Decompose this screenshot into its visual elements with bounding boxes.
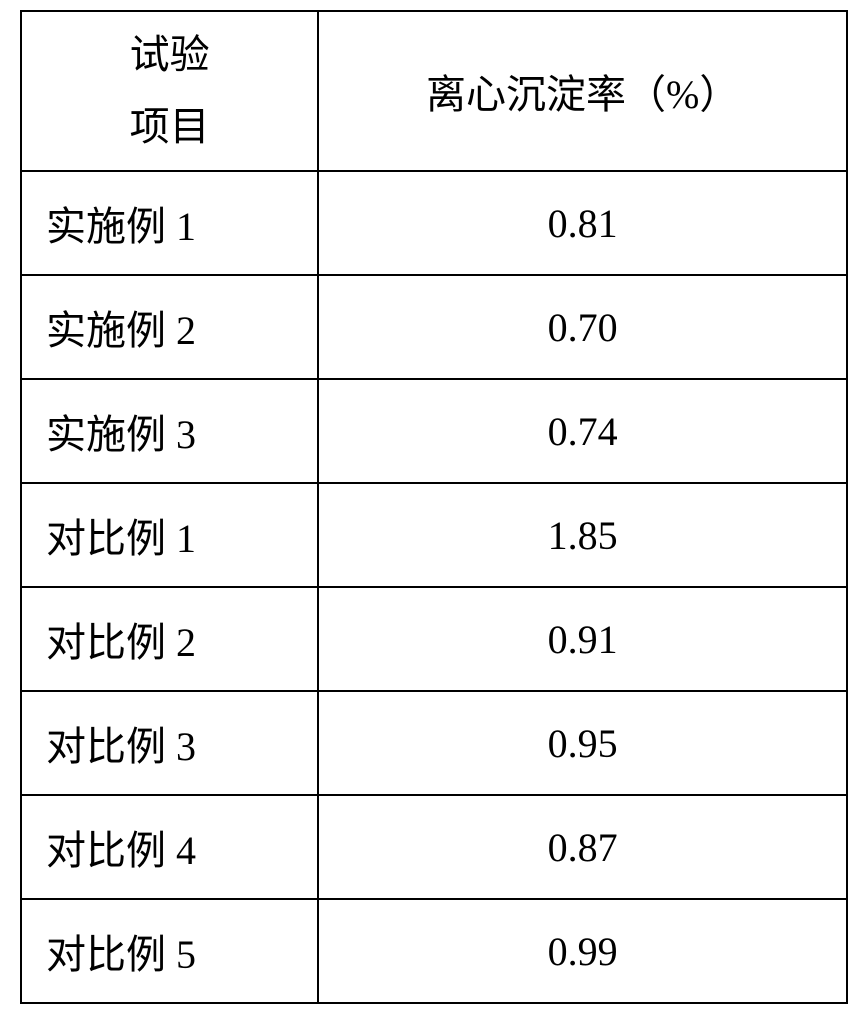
row-value: 0.91 bbox=[318, 587, 847, 691]
row-label: 实施例 1 bbox=[21, 171, 318, 275]
row-label: 对比例 2 bbox=[21, 587, 318, 691]
table-row: 实施例 2 0.70 bbox=[21, 275, 847, 379]
row-value: 0.74 bbox=[318, 379, 847, 483]
table-row: 对比例 1 1.85 bbox=[21, 483, 847, 587]
data-table: 试验 项目 离心沉淀率（%） 实施例 1 0.81 实施例 2 0.70 实施例… bbox=[20, 10, 848, 1004]
table-row: 对比例 5 0.99 bbox=[21, 899, 847, 1003]
row-value: 0.99 bbox=[318, 899, 847, 1003]
row-value: 0.70 bbox=[318, 275, 847, 379]
row-label: 对比例 1 bbox=[21, 483, 318, 587]
header-test-item-line1: 试验 bbox=[22, 19, 317, 91]
table-row: 对比例 3 0.95 bbox=[21, 691, 847, 795]
header-sedimentation-rate: 离心沉淀率（%） bbox=[318, 11, 847, 171]
header-test-item-line2: 项目 bbox=[22, 91, 317, 163]
table-row: 实施例 3 0.74 bbox=[21, 379, 847, 483]
row-value: 0.95 bbox=[318, 691, 847, 795]
table-row: 对比例 2 0.91 bbox=[21, 587, 847, 691]
row-value: 1.85 bbox=[318, 483, 847, 587]
row-label: 对比例 3 bbox=[21, 691, 318, 795]
header-test-item: 试验 项目 bbox=[21, 11, 318, 171]
row-value: 0.87 bbox=[318, 795, 847, 899]
row-label: 对比例 4 bbox=[21, 795, 318, 899]
row-label: 实施例 2 bbox=[21, 275, 318, 379]
row-label: 对比例 5 bbox=[21, 899, 318, 1003]
table-header-row: 试验 项目 离心沉淀率（%） bbox=[21, 11, 847, 171]
table-container: 试验 项目 离心沉淀率（%） 实施例 1 0.81 实施例 2 0.70 实施例… bbox=[0, 0, 868, 1014]
row-value: 0.81 bbox=[318, 171, 847, 275]
table-row: 实施例 1 0.81 bbox=[21, 171, 847, 275]
table-row: 对比例 4 0.87 bbox=[21, 795, 847, 899]
row-label: 实施例 3 bbox=[21, 379, 318, 483]
